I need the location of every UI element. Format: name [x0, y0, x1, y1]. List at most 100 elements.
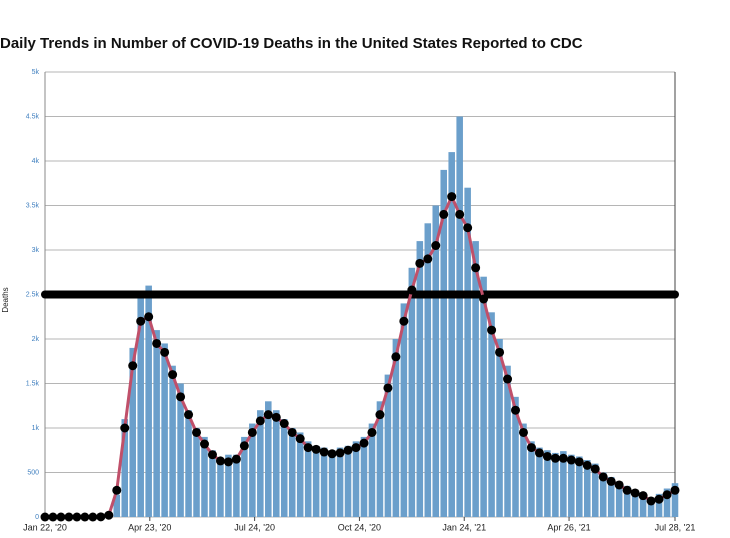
x-tick-label: Apr 23, '20: [128, 522, 171, 532]
bar: [560, 451, 567, 517]
average-point: [64, 512, 74, 522]
average-point: [192, 427, 202, 437]
y-tick-label: 500: [27, 469, 39, 476]
average-point: [558, 453, 568, 463]
average-point: [383, 383, 393, 393]
average-point: [590, 464, 600, 474]
average-point: [495, 347, 505, 357]
average-point: [80, 512, 90, 522]
bar: [257, 410, 264, 517]
bar: [280, 419, 288, 517]
bar: [129, 347, 136, 517]
bar: [639, 492, 647, 517]
average-point: [279, 419, 289, 429]
average-point: [271, 412, 281, 422]
y-tick-label: 1k: [32, 425, 40, 432]
average-point: [375, 410, 385, 420]
bar: [576, 456, 583, 517]
bar: [241, 436, 248, 517]
average-point: [295, 434, 305, 444]
bar: [400, 303, 408, 517]
average-point: [391, 352, 401, 362]
bar: [376, 401, 384, 517]
average-point: [247, 427, 257, 437]
average-point: [654, 494, 664, 504]
x-tick-label: Jul 24, '20: [234, 522, 275, 532]
bar: [121, 419, 129, 517]
bar: [456, 116, 463, 517]
average-point: [431, 241, 441, 251]
y-tick-label: 5k: [32, 69, 40, 76]
y-tick-label: 4k: [32, 158, 40, 165]
average-point: [88, 512, 98, 522]
bar: [296, 432, 304, 517]
bar: [464, 187, 471, 517]
bar: [320, 447, 328, 517]
bar: [448, 152, 455, 517]
average-point: [511, 405, 521, 415]
average-point: [303, 443, 313, 453]
average-point: [503, 374, 513, 384]
x-tick-label: Oct 24, '20: [338, 522, 381, 532]
average-point: [630, 488, 640, 498]
bar: [360, 436, 368, 517]
average-point: [423, 254, 433, 264]
bar: [536, 447, 543, 517]
bar: [201, 436, 208, 517]
bar: [272, 410, 280, 517]
bar: [392, 339, 400, 517]
average-point: [622, 485, 632, 495]
average-point: [48, 512, 58, 522]
average-point: [335, 448, 345, 458]
bar: [496, 339, 503, 517]
bar: [424, 223, 432, 518]
average-point: [526, 443, 536, 453]
bar: [607, 476, 615, 517]
bar: [145, 285, 152, 517]
bar: [352, 441, 360, 517]
bar: [599, 472, 607, 517]
average-point: [646, 496, 656, 506]
y-tick-label: 3k: [32, 247, 40, 254]
bar: [663, 488, 671, 517]
y-tick-label: 2.5k: [26, 291, 40, 298]
average-point: [662, 490, 672, 500]
bar: [328, 450, 336, 517]
average-point: [120, 423, 130, 433]
average-point: [574, 457, 584, 467]
average-point: [136, 316, 146, 326]
y-tick-label: 3.5k: [26, 202, 40, 209]
average-point: [152, 338, 162, 348]
x-tick-label: Jul 28, '21: [655, 522, 696, 532]
average-point: [263, 410, 273, 420]
bar: [584, 460, 591, 517]
average-point: [56, 512, 66, 522]
bar: [209, 450, 216, 517]
average-point: [359, 438, 369, 448]
average-point: [40, 512, 50, 522]
bar: [249, 423, 256, 517]
y-axis-label: Deaths: [1, 287, 10, 312]
bar: [137, 294, 144, 517]
average-point: [606, 476, 616, 486]
bar: [304, 441, 312, 517]
y-tick-label: 2k: [32, 336, 40, 343]
average-point: [367, 427, 377, 437]
average-point: [351, 443, 361, 453]
y-tick-label: 0: [35, 514, 39, 521]
chart-title: Daily Trends in Number of COVID-19 Death…: [0, 35, 583, 52]
average-point: [582, 460, 592, 470]
bar: [169, 365, 176, 517]
bar: [113, 494, 121, 517]
bar: [512, 396, 519, 517]
bar: [233, 454, 240, 517]
bar: [288, 428, 296, 517]
x-tick-label: Jan 24, '21: [442, 522, 486, 532]
average-point: [439, 209, 449, 219]
bar: [153, 330, 160, 517]
average-point: [207, 450, 217, 460]
average-point: [311, 444, 321, 454]
average-point: [104, 510, 114, 520]
average-point: [550, 453, 560, 463]
average-point: [455, 209, 465, 219]
